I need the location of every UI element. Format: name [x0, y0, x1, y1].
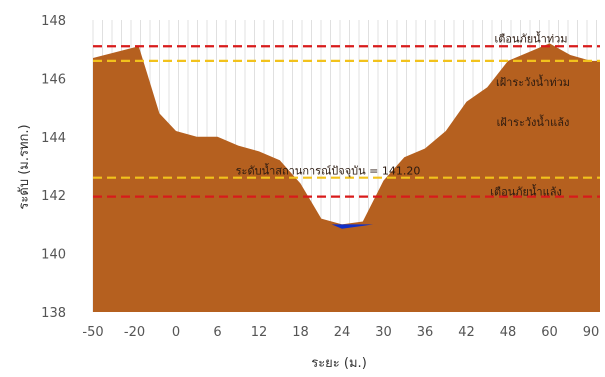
y-tick-label: 142: [41, 189, 66, 204]
reference-line-label: เตือนภัยน้ำท่วม: [494, 30, 567, 45]
x-tick-label: -20: [124, 325, 145, 340]
reference-line-label: ระดับน้ำสถานการณ์ปัจจุบัน = 141.20: [236, 163, 421, 178]
x-tick-label: 42: [458, 325, 475, 340]
reference-lines: [93, 45, 600, 198]
x-tick-label: -50: [82, 325, 103, 340]
x-tick-label: 0: [172, 325, 180, 340]
x-tick-label: 12: [251, 325, 268, 340]
y-axis-title: ระดับ (ม.รทก.): [17, 124, 32, 209]
x-tick-label: 24: [334, 325, 351, 340]
water-area: [331, 224, 374, 229]
reference-line-label: เฝ้าระวังน้ำท่วม: [496, 74, 570, 89]
y-tick-labels: 138 140 142 144 146 148: [41, 14, 66, 321]
x-tick-label: 30: [375, 325, 392, 340]
x-tick-label: 6: [213, 325, 221, 340]
x-axis-title: ระยะ (ม.): [311, 356, 367, 371]
annotation-label: เฝ้าระวังน้ำแล้ง: [497, 114, 570, 129]
x-tick-label: 48: [500, 325, 517, 340]
y-tick-label: 138: [41, 306, 66, 321]
y-tick-label: 146: [41, 72, 66, 87]
y-tick-label: 148: [41, 14, 66, 29]
y-tick-label: 144: [41, 131, 66, 146]
x-tick-label: 18: [292, 325, 309, 340]
annotations: เตือนภัยน้ำท่วมเฝ้าระวังน้ำท่วมระดับน้ำส…: [236, 30, 570, 198]
x-tick-label: 36: [417, 325, 434, 340]
x-tick-labels: -50 -20 0 6 12 18 24 30 36 42 48 60 90: [82, 325, 599, 340]
reference-line-label: เตือนภัยน้ำแล้ง: [490, 184, 562, 199]
y-tick-label: 140: [41, 248, 66, 263]
x-tick-label: 90: [583, 325, 600, 340]
water-layer: [331, 224, 374, 229]
terrain-area: [93, 43, 600, 313]
terrain-layer: [93, 43, 600, 313]
x-tick-label: 60: [541, 325, 558, 340]
